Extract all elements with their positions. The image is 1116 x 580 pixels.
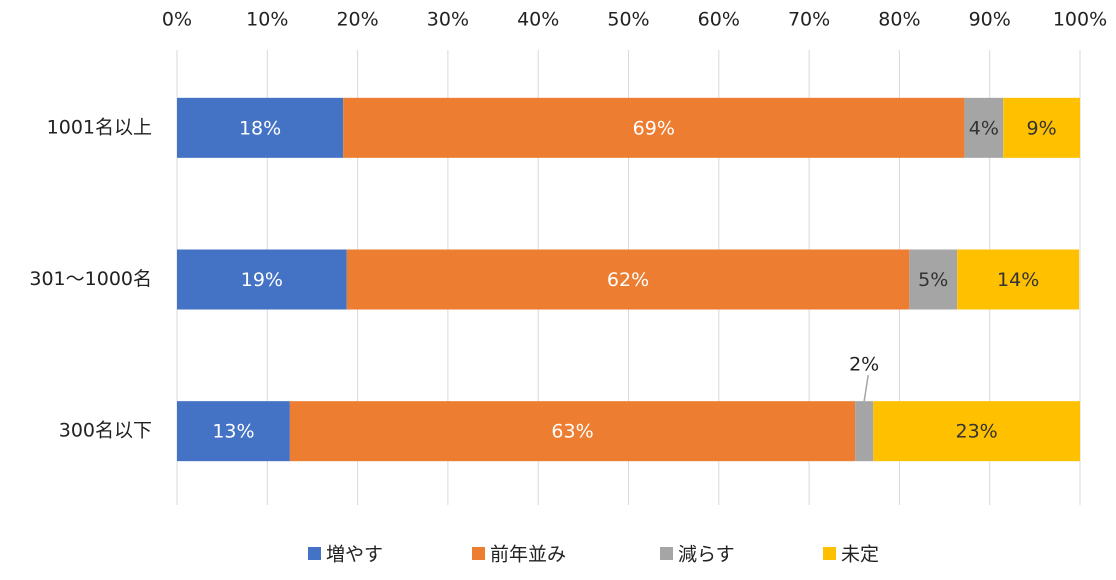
legend-label: 前年並み [490, 544, 566, 566]
bar-segment [855, 401, 874, 462]
legend-swatch [472, 547, 485, 560]
legend-label: 未定 [841, 544, 879, 566]
x-tick-label: 10% [246, 9, 288, 31]
data-label: 63% [551, 421, 593, 443]
legend-swatch [308, 547, 321, 560]
y-tick-label: 1001名以上 [47, 116, 152, 138]
data-label: 18% [239, 117, 281, 139]
legend-label: 減らす [678, 544, 735, 566]
x-tick-label: 70% [788, 9, 830, 31]
bar-segment [177, 249, 347, 310]
data-label: 13% [212, 421, 254, 443]
data-label: 23% [955, 421, 997, 443]
bar-segment [289, 401, 856, 462]
bar-segment [177, 401, 290, 462]
data-label: 4% [969, 117, 999, 139]
legend-swatch [660, 547, 673, 560]
data-label: 5% [918, 269, 948, 291]
x-tick-label: 20% [336, 9, 378, 31]
bar-segment [1003, 97, 1080, 158]
data-label: 19% [241, 269, 283, 291]
bar-segment [964, 97, 1004, 158]
y-tick-label: 300名以下 [59, 420, 152, 442]
bar-segment [957, 249, 1080, 310]
bar-segment [873, 401, 1080, 462]
data-label: 62% [607, 269, 649, 291]
x-tick-label: 90% [969, 9, 1011, 31]
bar-segment [343, 97, 965, 158]
x-tick-label: 0% [162, 9, 192, 31]
bar-segment [177, 97, 344, 158]
data-label: 14% [997, 269, 1039, 291]
x-tick-label: 50% [607, 9, 649, 31]
x-tick-label: 100% [1053, 9, 1107, 31]
leader-line [863, 375, 869, 402]
x-tick-label: 60% [698, 9, 740, 31]
data-label: 69% [633, 117, 675, 139]
x-tick-label: 80% [878, 9, 920, 31]
data-label: 2% [849, 354, 879, 376]
x-tick-label: 40% [517, 9, 559, 31]
bar-segment [346, 249, 910, 310]
legend-label: 増やす [326, 544, 383, 566]
legend-swatch [823, 547, 836, 560]
x-tick-label: 30% [427, 9, 469, 31]
data-label: 9% [1027, 117, 1057, 139]
bar-segment [909, 249, 958, 310]
y-tick-label: 301～1000名 [29, 268, 152, 290]
